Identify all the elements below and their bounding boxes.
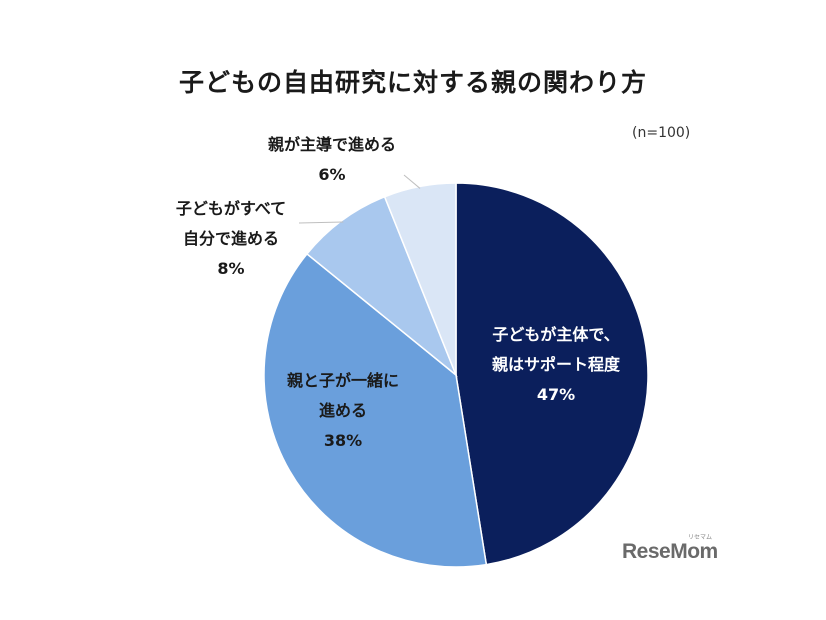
pie-slice-4 — [383, 182, 457, 376]
slice-label-line: 親と子が一緒に — [287, 371, 399, 390]
slice-label-4: 親が主導で進める 6% — [268, 135, 396, 184]
resemom-logo-kana: リセマム — [688, 534, 713, 541]
slice-label-line: 進める — [319, 401, 367, 420]
sample-size-note: (n=100) — [632, 125, 691, 141]
chart-title: 子どもの自由研究に対する親の関わり方 — [178, 68, 647, 97]
slice-label-3: 子どもがすべて自分で進める 8% — [176, 199, 286, 278]
slice-label-line: 子どもがすべて — [176, 199, 286, 218]
pie-slice-3 — [305, 195, 458, 378]
slice-label-line: 自分で進める — [183, 229, 279, 248]
slice-value-2: 38% — [324, 431, 362, 450]
slice-label-1: 子どもが主体で、親はサポート程度 47% — [492, 325, 621, 404]
slice-label-2: 親と子が一緒に進める 38% — [287, 371, 399, 450]
pie-slice-1 — [455, 182, 649, 566]
leader-line-3 — [298, 221, 344, 224]
pie-slice-2 — [263, 252, 488, 568]
slice-label-line: 親が主導で進める — [268, 135, 396, 154]
slice-value-1: 47% — [537, 385, 575, 404]
slice-value-3: 8% — [217, 259, 244, 278]
slice-label-line: 子どもが主体で、 — [492, 325, 619, 344]
slice-label-line: 親はサポート程度 — [492, 355, 621, 374]
slice-value-4: 6% — [318, 165, 345, 184]
leader-line-4 — [403, 174, 421, 189]
resemom-logo: ReseMom — [622, 540, 718, 563]
